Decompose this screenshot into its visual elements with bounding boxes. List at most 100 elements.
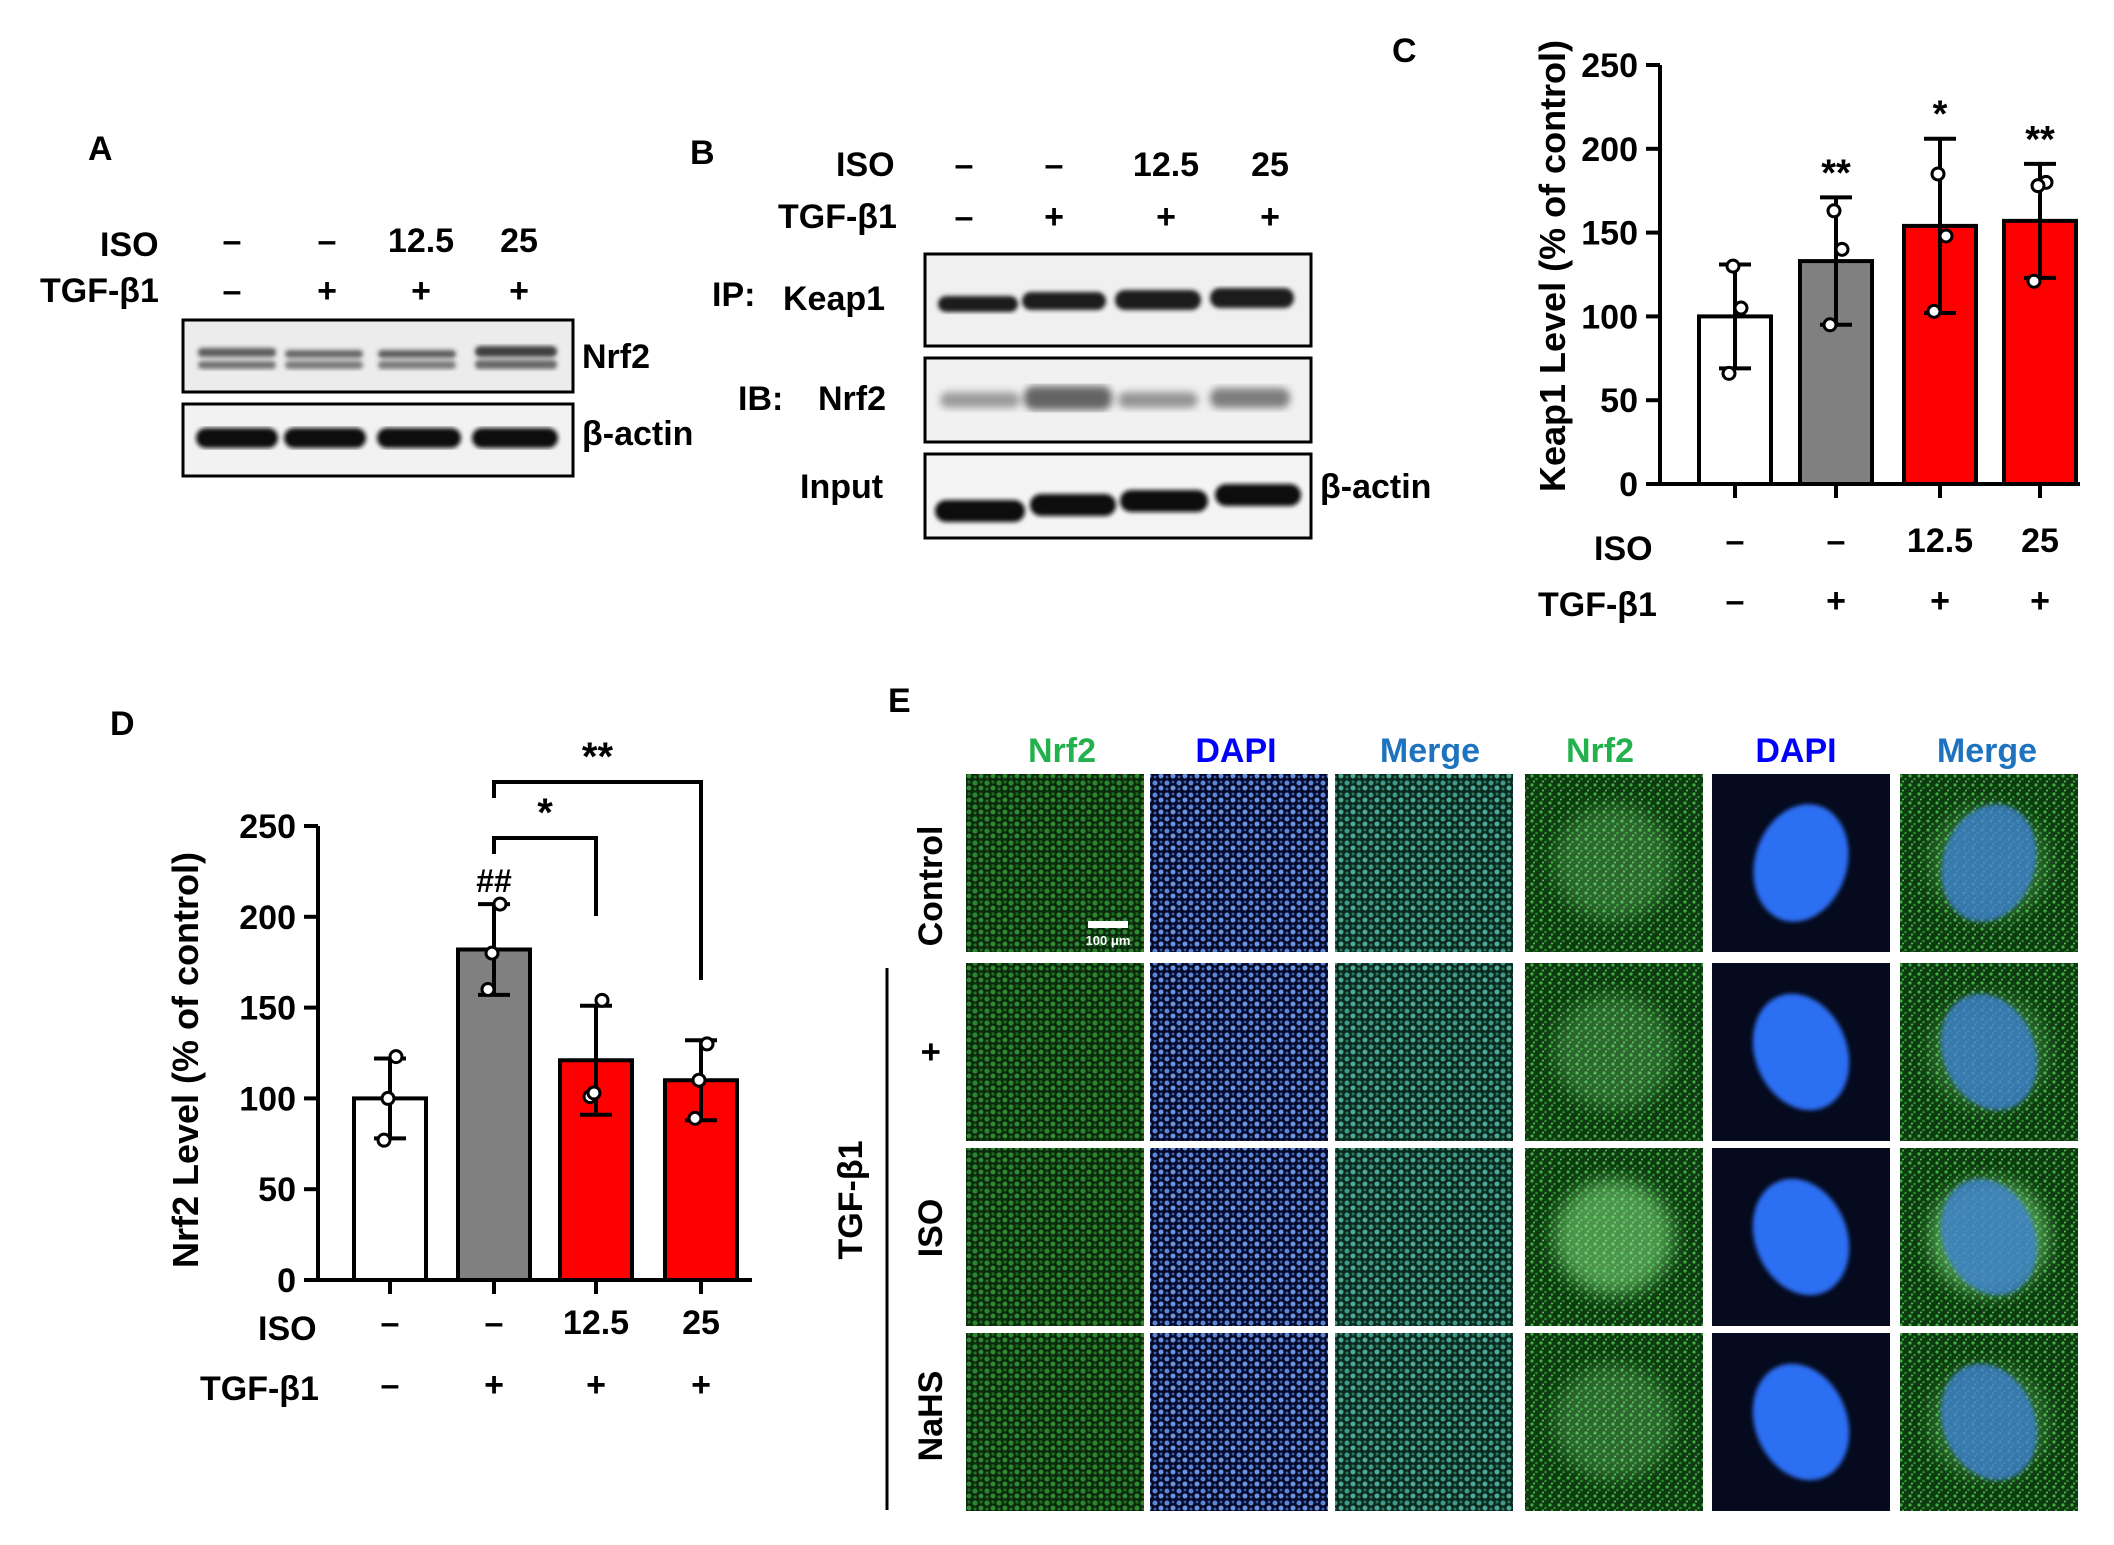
nrf2-signal [1554,1179,1674,1295]
tgf-label-b: TGF-β1 [778,198,897,236]
row-label-iso: ISO [912,1199,950,1258]
tgf-value: – [223,272,242,310]
dapi-image [1150,1148,1328,1326]
dapi-image [1150,1333,1328,1511]
significance-label: * [1933,94,1948,136]
bar [1697,314,1773,486]
y-tick-label: 250 [239,808,296,846]
significance-label: ** [2025,119,2055,161]
data-point [480,981,496,997]
column-header: DAPI [1755,732,1836,770]
blot-nrf2-a [181,318,575,394]
iso-value: 25 [2021,522,2059,560]
blot-actin-a [181,402,575,478]
iso-value: 12.5 [1907,522,1973,560]
y-tick-label: 150 [239,990,296,1028]
merge-image [1335,774,1513,952]
chart-c-ylabel: Keap1 Level (% of control) [1532,40,1573,492]
panel-letter-c: C [1392,32,1417,70]
nrf2-image [966,1148,1144,1326]
iso-value: 12.5 [388,222,454,260]
bracket-label: * [537,791,553,835]
dapi-image [1150,963,1328,1141]
bar [558,1058,634,1283]
iso-value: – [1726,522,1745,560]
significance-label: ** [1821,152,1851,194]
data-point [388,1049,404,1065]
iso-value: – [223,222,242,260]
band-label-nrf2: Nrf2 [582,338,650,376]
panel-letter-e: E [888,682,911,720]
iso-value: – [485,1304,504,1342]
column-header: Nrf2 [1028,732,1096,770]
band-label-keap1: Keap1 [783,280,885,318]
data-point [594,992,610,1008]
nucleus [1752,993,1850,1111]
iso-value: – [1827,522,1846,560]
panel-letter-b: B [690,134,715,172]
data-point [492,896,508,912]
panel-a: A ISO TGF-β1 – – 12.5 25 – + + + [40,130,693,478]
row-labels: Control + ISO NaHS TGF-β1 [832,826,950,1462]
tgf-label-d: TGF-β1 [200,1370,319,1408]
tgf-value: + [1930,582,1950,620]
significance-label: ## [476,863,512,899]
tgf-label-a: TGF-β1 [40,272,159,310]
chart-d-ylabel: Nrf2 Level (% of control) [165,852,206,1268]
comparison-bracket [492,836,598,916]
data-point [2026,273,2042,289]
nrf2-signal [1554,1364,1674,1480]
iso-value: – [1045,146,1064,184]
merge-image [1335,1148,1513,1326]
bar [456,947,532,1282]
band-label-nrf2-b: Nrf2 [818,380,886,418]
band-label-actin: β-actin [582,415,693,453]
column-header: Merge [1937,732,2037,770]
data-point [1721,365,1737,381]
data-point [1826,203,1842,219]
nrf2-image [966,1333,1144,1511]
nucleus [1941,804,2037,922]
data-point [1938,228,1954,244]
data-point [1733,300,1749,316]
y-tick-label: 0 [277,1262,296,1300]
band-label-actin-b: β-actin [1320,468,1431,506]
panel-c: C Keap1 Level (% of control) 0 50 100 150 20… [1392,32,2080,624]
data-point [691,1072,707,1088]
data-point [2030,178,2046,194]
iso-value: 12.5 [563,1304,629,1342]
y-tick-label: 150 [1581,215,1638,253]
merge-image [1335,963,1513,1141]
data-point [586,1085,602,1101]
y-tick-label: 100 [1581,298,1638,336]
iso-value: 25 [682,1304,720,1342]
data-point [687,1110,703,1126]
tgf-value: – [1726,582,1745,620]
row-label-control: Control [912,826,950,947]
tgf-label-c: TGF-β1 [1538,586,1657,624]
row-prefix-ib: IB: [738,380,783,418]
nucleus [1752,1178,1850,1296]
nucleus [1753,804,1849,922]
tgf-value: + [1826,582,1846,620]
data-point [1822,317,1838,333]
nucleus [1940,993,2038,1111]
data-point [699,1036,715,1052]
row-prefix-ip: IP: [712,276,755,314]
column-header: Merge [1380,732,1480,770]
tgf-value: + [1260,198,1280,236]
data-point [1834,241,1850,257]
nucleus [1752,1363,1850,1481]
dapi-image [1150,774,1328,952]
iso-label-d: ISO [258,1310,317,1348]
tgf-value: + [2030,582,2050,620]
bracket-label: ** [582,735,614,779]
blot-keap1-b [923,252,1313,348]
panel-letter-d: D [110,705,135,743]
data-point [380,1090,396,1106]
data-point [1930,166,1946,182]
y-tick-label: 250 [1581,47,1638,85]
column-header: Nrf2 [1566,732,1634,770]
